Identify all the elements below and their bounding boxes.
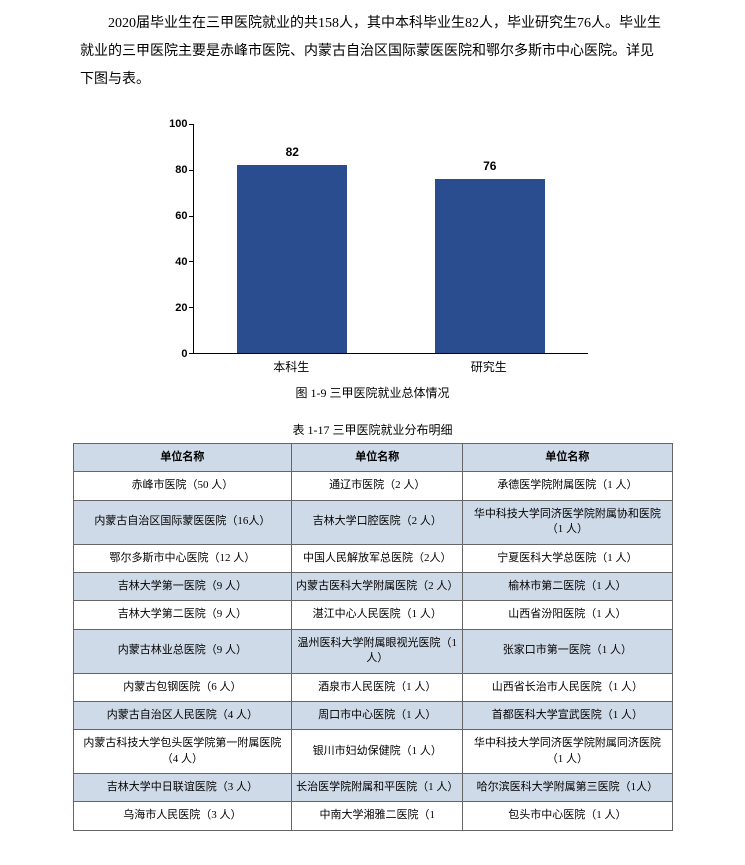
table-cell: 包头市中心医院（1 人）	[463, 802, 672, 830]
intro-paragraph: 2020届毕业生在三甲医院就业的共158人，其中本科毕业生82人，毕业研究生76…	[80, 10, 665, 94]
table-row: 内蒙古林业总医院（9 人）温州医科大学附属眼视光医院（1 人）张家口市第一医院（…	[73, 629, 672, 673]
table-caption: 表 1-17 三甲医院就业分布明细	[20, 421, 725, 438]
bar-1	[237, 165, 347, 353]
table-cell: 吉林大学中日联谊医院（3 人）	[73, 774, 292, 802]
table-cell: 内蒙古林业总医院（9 人）	[73, 629, 292, 673]
table-cell: 酒泉市人民医院（1 人）	[292, 673, 463, 701]
x-label-1: 本科生	[273, 358, 309, 375]
table-row: 赤峰市医院（50 人）通辽市医院（2 人）承德医学院附属医院（1 人）	[73, 472, 672, 500]
table-cell: 赤峰市医院（50 人）	[73, 472, 292, 500]
table-cell: 承德医学院附属医院（1 人）	[463, 472, 672, 500]
table-header: 单位名称	[73, 444, 292, 472]
plot-area: 82 76	[193, 124, 588, 354]
table-cell: 内蒙古包钢医院（6 人）	[73, 673, 292, 701]
table-cell: 乌海市人民医院（3 人）	[73, 802, 292, 830]
table-row: 内蒙古科技大学包头医学院第一附属医院（4 人）银川市妇幼保健院（1 人）华中科技…	[73, 730, 672, 774]
table-cell: 张家口市第一医院（1 人）	[463, 629, 672, 673]
table-cell: 山西省长治市人民医院（1 人）	[463, 673, 672, 701]
table-row: 吉林大学第一医院（9 人）内蒙古医科大学附属医院（2 人）榆林市第二医院（1 人…	[73, 572, 672, 600]
table-cell: 吉林大学第一医院（9 人）	[73, 572, 292, 600]
table-row: 内蒙古自治区人民医院（4 人）周口市中心医院（1 人）首都医科大学宣武医院（1 …	[73, 701, 672, 729]
table-header: 单位名称	[463, 444, 672, 472]
table-cell: 内蒙古科技大学包头医学院第一附属医院（4 人）	[73, 730, 292, 774]
table-cell: 周口市中心医院（1 人）	[292, 701, 463, 729]
table-row: 乌海市人民医院（3 人）中南大学湘雅二医院（1包头市中心医院（1 人）	[73, 802, 672, 830]
table-header: 单位名称	[292, 444, 463, 472]
bar-value-label-2: 76	[483, 159, 496, 173]
table-cell: 宁夏医科大学总医院（1 人）	[463, 544, 672, 572]
table-row: 内蒙古自治区国际蒙医医院（16人）吉林大学口腔医院（2 人）华中科技大学同济医学…	[73, 500, 672, 544]
table-cell: 华中科技大学同济医学院附属同济医院（1 人）	[463, 730, 672, 774]
table-row: 吉林大学第二医院（9 人）湛江中心人民医院（1 人）山西省汾阳医院（1 人）	[73, 601, 672, 629]
table-cell: 中国人民解放军总医院（2人）	[292, 544, 463, 572]
table-cell: 温州医科大学附属眼视光医院（1 人）	[292, 629, 463, 673]
table-row: 吉林大学中日联谊医院（3 人）长治医学院附属和平医院（1 人）哈尔滨医科大学附属…	[73, 774, 672, 802]
bar-chart: 0 20 40 60 80 100 82 76 本科生 研究生	[158, 124, 588, 374]
table-cell: 内蒙古自治区人民医院（4 人）	[73, 701, 292, 729]
table-cell: 湛江中心人民医院（1 人）	[292, 601, 463, 629]
hospital-table: 单位名称 单位名称 单位名称 赤峰市医院（50 人）通辽市医院（2 人）承德医学…	[73, 443, 673, 831]
x-label-2: 研究生	[471, 358, 507, 375]
table-cell: 华中科技大学同济医学院附属协和医院（1 人）	[463, 500, 672, 544]
table-cell: 通辽市医院（2 人）	[292, 472, 463, 500]
table-cell: 银川市妇幼保健院（1 人）	[292, 730, 463, 774]
y-axis: 0 20 40 60 80 100	[158, 124, 193, 354]
table-cell: 哈尔滨医科大学附属第三医院（1人）	[463, 774, 672, 802]
table-cell: 吉林大学口腔医院（2 人）	[292, 500, 463, 544]
table-cell: 内蒙古自治区国际蒙医医院（16人）	[73, 500, 292, 544]
bar-value-label-1: 82	[286, 145, 299, 159]
table-cell: 长治医学院附属和平医院（1 人）	[292, 774, 463, 802]
bar-2	[435, 179, 545, 353]
chart-caption: 图 1-9 三甲医院就业总体情况	[20, 384, 725, 401]
table-cell: 首都医科大学宣武医院（1 人）	[463, 701, 672, 729]
table-row: 鄂尔多斯市中心医院（12 人）中国人民解放军总医院（2人）宁夏医科大学总医院（1…	[73, 544, 672, 572]
table-cell: 中南大学湘雅二医院（1	[292, 802, 463, 830]
table-cell: 吉林大学第二医院（9 人）	[73, 601, 292, 629]
table-cell: 榆林市第二医院（1 人）	[463, 572, 672, 600]
table-row: 内蒙古包钢医院（6 人）酒泉市人民医院（1 人）山西省长治市人民医院（1 人）	[73, 673, 672, 701]
table-cell: 内蒙古医科大学附属医院（2 人）	[292, 572, 463, 600]
table-header-row: 单位名称 单位名称 单位名称	[73, 444, 672, 472]
table-cell: 鄂尔多斯市中心医院（12 人）	[73, 544, 292, 572]
table-cell: 山西省汾阳医院（1 人）	[463, 601, 672, 629]
